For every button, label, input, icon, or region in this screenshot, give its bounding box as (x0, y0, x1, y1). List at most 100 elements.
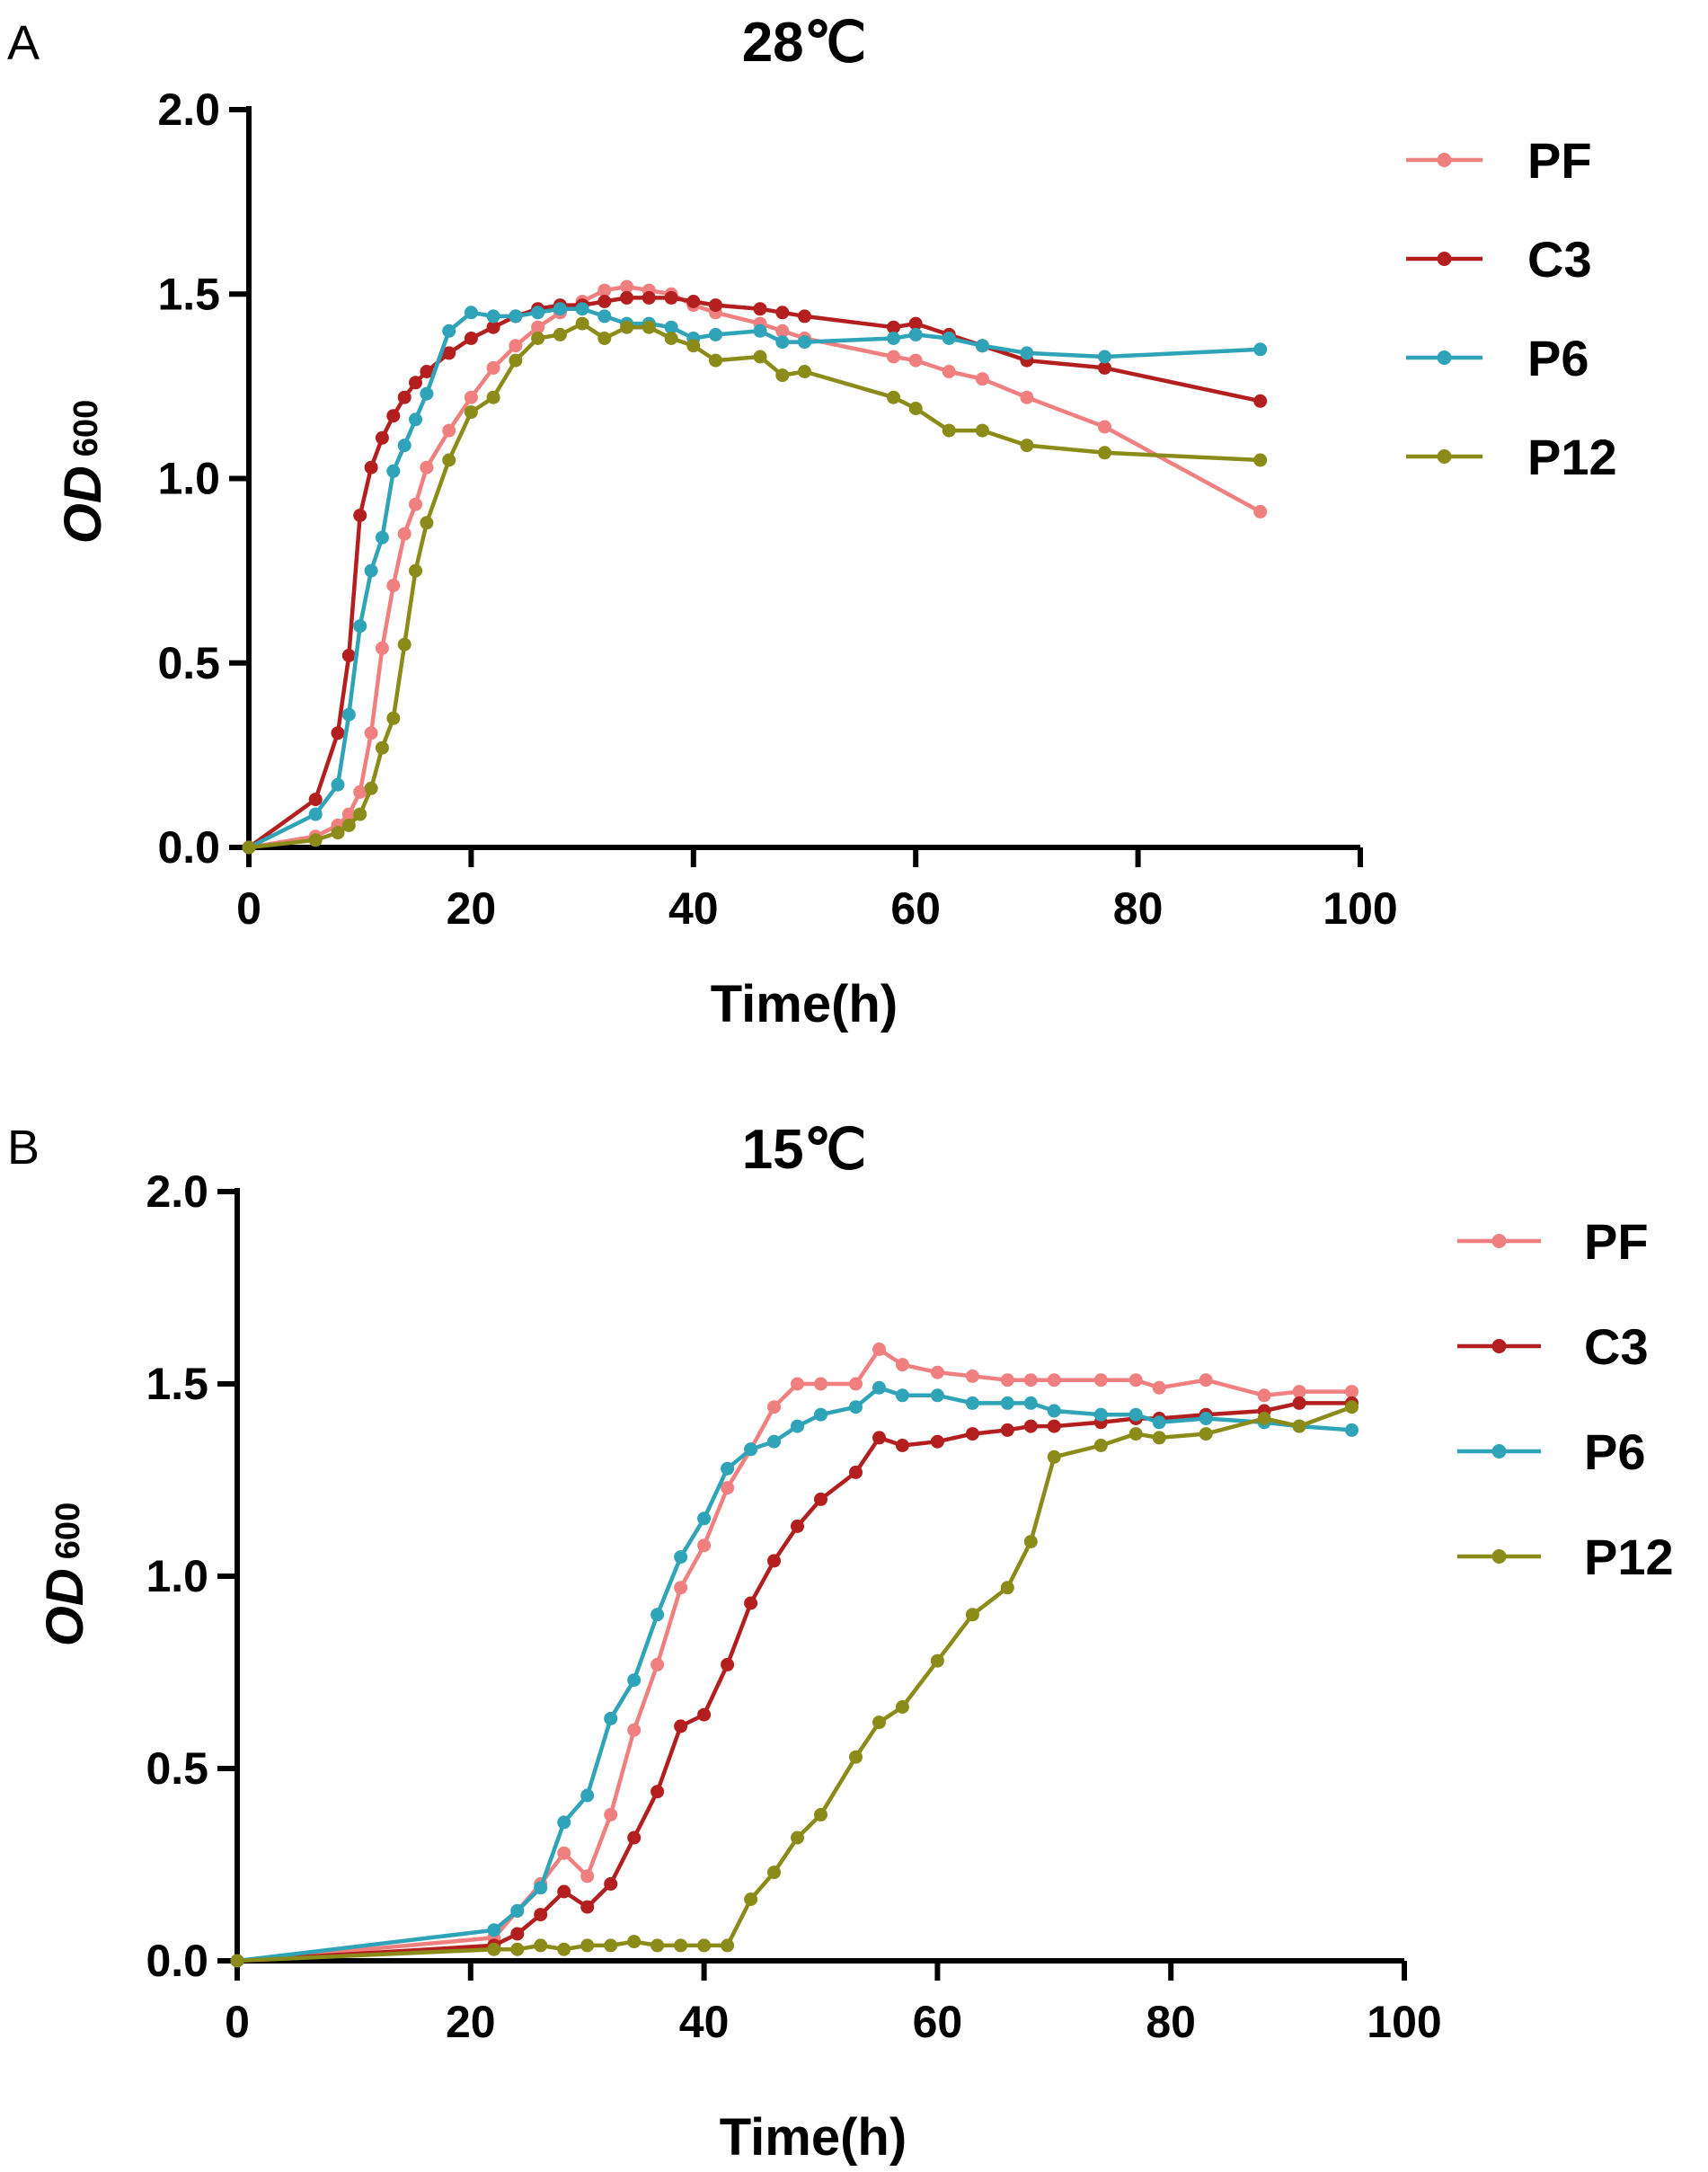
data-point (553, 302, 567, 316)
data-point (895, 1439, 909, 1452)
data-point (627, 1935, 642, 1949)
series-p6 (230, 1380, 1358, 1968)
data-point (627, 1723, 642, 1737)
data-point (534, 1881, 548, 1895)
data-point (1047, 1373, 1061, 1387)
data-point (697, 1538, 712, 1553)
legend-marker (1437, 252, 1452, 266)
data-point (557, 1846, 571, 1860)
data-point (965, 1608, 979, 1622)
data-point (534, 1908, 548, 1922)
data-point (580, 1788, 595, 1803)
data-point (1345, 1423, 1358, 1437)
data-point (409, 497, 422, 511)
data-point (895, 1700, 909, 1714)
data-point (509, 339, 523, 353)
y-tick-label: 2.0 (146, 1166, 208, 1217)
panel-a-y-axis-label: OD600 (54, 400, 112, 544)
data-point (942, 423, 956, 438)
data-point (1199, 1427, 1213, 1441)
data-point (791, 1519, 804, 1533)
legend-label: P6 (1584, 1423, 1646, 1480)
data-point (895, 1388, 909, 1403)
data-point (1098, 446, 1111, 460)
data-point (674, 1719, 688, 1733)
data-point (364, 563, 378, 578)
data-point (1257, 1388, 1271, 1403)
x-tick-label: 40 (668, 883, 719, 934)
panel-a-series (242, 279, 1268, 855)
data-point (1000, 1373, 1014, 1387)
data-point (697, 1707, 712, 1722)
data-point (604, 1807, 618, 1822)
data-point (1199, 1373, 1213, 1387)
series-line-c3 (236, 1401, 1352, 1964)
data-point (975, 339, 989, 353)
data-point (1253, 453, 1268, 467)
data-point (464, 405, 478, 420)
data-point (510, 1903, 525, 1918)
x-tick-label: 20 (446, 1997, 496, 2047)
data-point (604, 1711, 618, 1725)
data-point (464, 332, 478, 345)
data-point (1000, 1581, 1014, 1595)
data-point (580, 1900, 595, 1914)
data-point (557, 1884, 571, 1899)
data-point (486, 320, 500, 334)
data-point (1023, 1419, 1038, 1433)
data-point (814, 1377, 827, 1391)
data-point (872, 1715, 886, 1730)
data-point (942, 332, 956, 345)
data-point (849, 1377, 863, 1391)
data-point (409, 412, 422, 427)
data-point (1020, 390, 1034, 404)
data-point (510, 1942, 525, 1956)
data-point (686, 295, 701, 308)
data-point (887, 320, 900, 334)
data-point (375, 430, 389, 445)
legend-entry-pf: PF (1457, 1213, 1649, 1270)
x-tick-label: 60 (890, 883, 941, 934)
legend-marker (1491, 1549, 1507, 1564)
data-point (386, 711, 401, 725)
panel-b-x-axis-label: Time(h) (720, 2108, 907, 2167)
panel-b-y-axis-label: OD600 (36, 1503, 94, 1646)
series-p6 (242, 302, 1268, 855)
data-point (464, 306, 478, 320)
y-tick-label: 0.0 (157, 822, 220, 873)
data-point (397, 527, 412, 541)
legend-entry-p6: P6 (1457, 1423, 1646, 1480)
data-point (620, 290, 634, 305)
data-point (887, 332, 900, 345)
data-point (709, 298, 722, 313)
data-point (1253, 394, 1268, 408)
data-point (1199, 1412, 1213, 1425)
data-point (580, 1869, 595, 1884)
data-point (442, 346, 456, 360)
data-point (872, 1431, 886, 1445)
data-point (442, 423, 456, 438)
panel-b-legend: PF C3 P6 P12 (1457, 1213, 1674, 1585)
y-tick-label: 2.0 (157, 84, 220, 135)
data-point (650, 1657, 665, 1671)
data-point (1292, 1419, 1306, 1433)
series-line-p12 (248, 321, 1261, 850)
data-point (420, 460, 434, 474)
series-line-p6 (236, 1386, 1352, 1964)
data-point (397, 637, 412, 652)
data-point (1098, 350, 1111, 364)
series-line-p12 (236, 1405, 1353, 1964)
data-point (908, 316, 923, 331)
data-point (798, 365, 811, 378)
data-point (308, 793, 323, 807)
data-point (531, 306, 545, 320)
data-point (353, 785, 367, 799)
data-point (791, 1831, 804, 1845)
data-point (575, 316, 589, 331)
series-line-p6 (247, 306, 1261, 850)
data-point (697, 1938, 712, 1953)
data-point (627, 1673, 642, 1688)
data-point (604, 1938, 618, 1953)
data-point (1093, 1373, 1108, 1387)
